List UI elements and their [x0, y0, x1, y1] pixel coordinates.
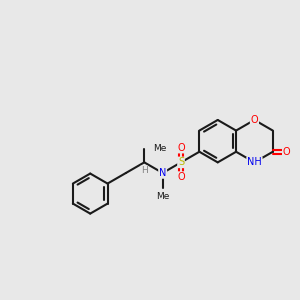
Text: O: O [177, 172, 185, 182]
Text: Me: Me [153, 144, 166, 153]
Text: S: S [178, 158, 184, 167]
Text: Me: Me [156, 192, 169, 201]
Text: O: O [283, 147, 290, 157]
Text: O: O [250, 115, 258, 125]
Text: N: N [159, 168, 166, 178]
Text: NH: NH [247, 158, 262, 167]
Text: O: O [177, 142, 185, 153]
Text: H: H [141, 166, 148, 175]
